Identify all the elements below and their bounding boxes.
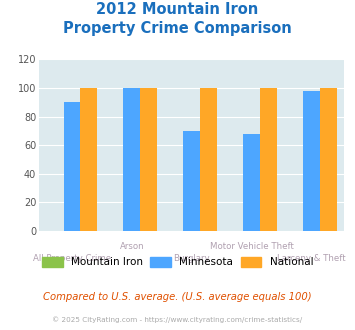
Bar: [200, 88, 217, 231]
Bar: [183, 131, 200, 231]
Legend: Mountain Iron, Minnesota, National: Mountain Iron, Minnesota, National: [42, 256, 313, 267]
Text: Motor Vehicle Theft: Motor Vehicle Theft: [209, 243, 294, 251]
Bar: [303, 91, 320, 231]
Text: Property Crime Comparison: Property Crime Comparison: [63, 21, 292, 36]
Bar: [320, 88, 337, 231]
Text: Compared to U.S. average. (U.S. average equals 100): Compared to U.S. average. (U.S. average …: [43, 292, 312, 302]
Text: Larceny & Theft: Larceny & Theft: [277, 254, 346, 263]
Text: All Property Crime: All Property Crime: [33, 254, 111, 263]
Bar: [124, 88, 140, 231]
Bar: [64, 102, 80, 231]
Bar: [80, 88, 97, 231]
Text: 2012 Mountain Iron: 2012 Mountain Iron: [96, 2, 259, 16]
Bar: [260, 88, 277, 231]
Text: Burglary: Burglary: [173, 254, 210, 263]
Text: Arson: Arson: [120, 243, 144, 251]
Text: © 2025 CityRating.com - https://www.cityrating.com/crime-statistics/: © 2025 CityRating.com - https://www.city…: [53, 316, 302, 323]
Bar: [243, 134, 260, 231]
Bar: [140, 88, 157, 231]
